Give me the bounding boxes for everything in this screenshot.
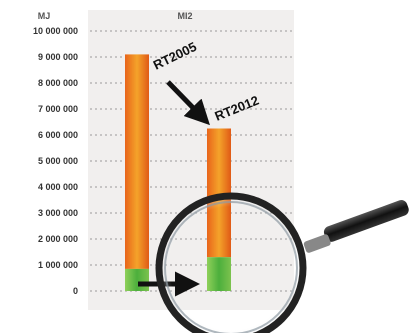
bar-rt2005 <box>125 54 149 269</box>
y-tick-label: 5 000 000 <box>38 156 78 166</box>
y-tick-label: 0 <box>73 286 78 296</box>
y-tick-label: 10 000 000 <box>33 26 78 36</box>
y-tick-label: 8 000 000 <box>38 78 78 88</box>
arrow-rt2005-to-rt2012 <box>166 80 210 126</box>
y-tick-label: 9 000 000 <box>38 52 78 62</box>
y-tick-label: 1 000 000 <box>38 260 78 270</box>
bar-base-rt2005 <box>125 268 149 291</box>
y-tick-labels: 10 000 000 9 000 000 8 000 000 7 000 000 6 0… <box>33 26 78 296</box>
y-tick-label: 4 000 000 <box>38 182 78 192</box>
series-label: MI2 <box>177 11 192 21</box>
y-tick-label: 6 000 000 <box>38 130 78 140</box>
y-tick-label: 2 000 000 <box>38 234 78 244</box>
y-axis-unit: MJ <box>38 11 51 21</box>
y-tick-label: 7 000 000 <box>38 104 78 114</box>
y-tick-label: 3 000 000 <box>38 208 78 218</box>
magnifying-glass-icon <box>155 192 409 333</box>
